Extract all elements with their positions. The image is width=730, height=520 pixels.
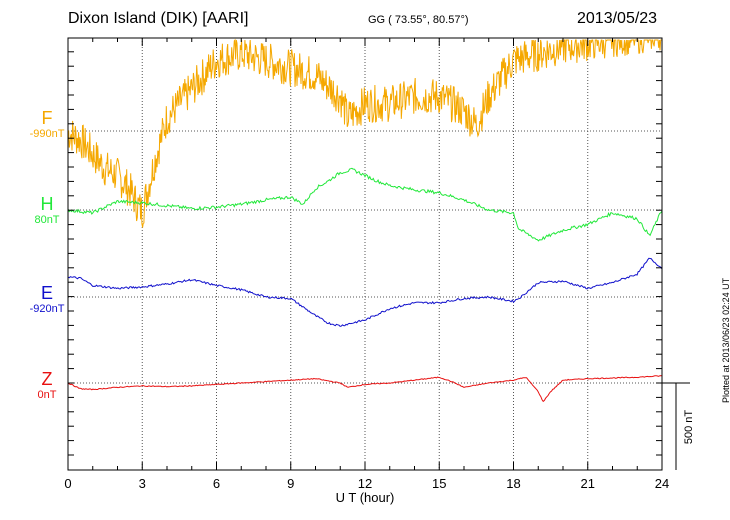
plotted-note: Plotted at 2013/06/23 02:24 UT [721,277,730,403]
coordinates-label: GG ( 73.55°, 80.57°) [368,14,469,26]
x-tick-label: 0 [64,476,71,491]
component-label-h: H 80nT [28,194,66,227]
grid-lines [68,38,662,470]
component-letter: H [40,194,54,214]
scale-bar: 500 nT [662,382,695,470]
series-line-h [67,167,663,242]
component-letter: F [41,108,53,128]
x-tick-label: 18 [506,476,520,491]
x-tick-label: 15 [432,476,446,491]
x-tick-label: 6 [213,476,220,491]
component-baseline: -920nT [29,303,65,315]
x-tick-label: 9 [287,476,294,491]
x-tick-label: 3 [139,476,146,491]
component-baseline: -990nT [29,128,65,140]
chart-title: Dixon Island (DIK) [AARI] [68,10,249,27]
x-axis-label: U T (hour) [336,490,395,505]
component-baseline: 0nT [37,389,57,401]
x-axis: 0 3 6 9 12 15 18 21 24 U T (hour) [64,38,669,505]
scale-bar-label: 500 nT [683,410,695,445]
component-baseline: 80nT [34,214,60,226]
component-label-f: F -990nT [28,108,66,141]
series-line-z [67,375,663,403]
component-label-z: Z 0nT [28,369,66,402]
series-line-e [67,257,663,327]
x-tick-label: 12 [358,476,372,491]
x-tick-label: 24 [655,476,669,491]
component-letter: E [40,283,53,303]
date-label: 2013/05/23 [577,10,658,27]
component-letter: Z [41,369,53,389]
x-tick-label: 21 [581,476,595,491]
component-label-e: E -920nT [28,283,66,316]
